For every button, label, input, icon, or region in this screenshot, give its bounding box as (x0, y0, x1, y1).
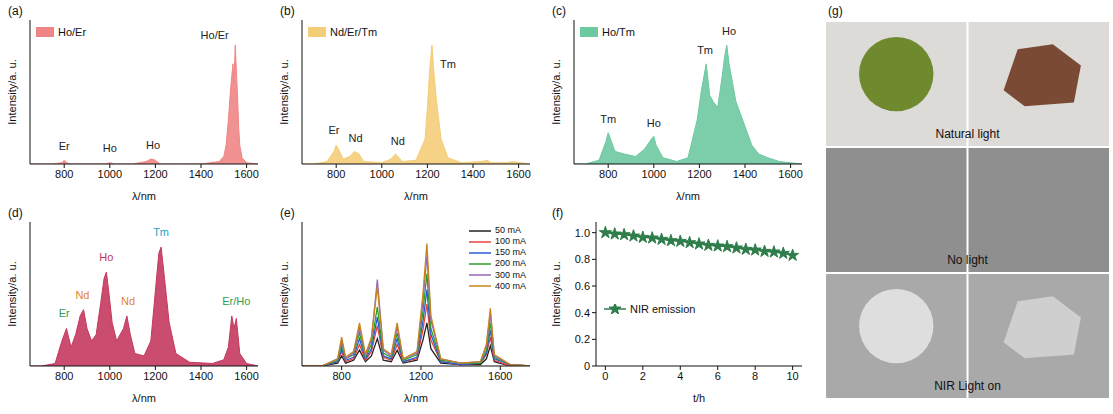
svg-text:1400: 1400 (733, 168, 757, 180)
svg-text:0.2: 0.2 (575, 333, 590, 345)
html-text:100 mA: 100 mA (495, 236, 526, 247)
svg-text:1600: 1600 (488, 370, 512, 382)
svg-text:Intensity/a. u.: Intensity/a. u. (550, 59, 562, 124)
svg-text:1400: 1400 (189, 168, 213, 180)
svg-text:Intensity/a. u.: Intensity/a. u. (550, 261, 562, 326)
svg-text:1000: 1000 (98, 168, 122, 180)
svg-text:1.0: 1.0 (575, 227, 590, 239)
svg-text:Ho: Ho (99, 251, 113, 263)
svg-text:1600: 1600 (506, 168, 530, 180)
svg-text:1000: 1000 (370, 168, 394, 180)
html-text:(g): (g) (828, 4, 843, 18)
html-text:(b): (b) (280, 4, 295, 18)
svg-text:1200: 1200 (415, 168, 439, 180)
svg-text:Nd: Nd (349, 132, 363, 144)
html-text:(a): (a) (8, 4, 23, 18)
svg-text:1400: 1400 (461, 168, 485, 180)
svg-text:1000: 1000 (98, 370, 122, 382)
html-text:No light: No light (947, 253, 988, 267)
svg-text:0.8: 0.8 (575, 253, 590, 265)
svg-text:Ho: Ho (103, 142, 117, 154)
svg-text:0: 0 (584, 360, 590, 372)
svg-text:1600: 1600 (778, 168, 802, 180)
svg-text:t/h: t/h (693, 392, 705, 404)
svg-text:800: 800 (327, 168, 345, 180)
svg-text:1000: 1000 (642, 168, 666, 180)
html-text:200 mA: 200 mA (495, 258, 526, 269)
svg-text:0: 0 (602, 370, 608, 382)
svg-text:1600: 1600 (234, 370, 258, 382)
svg-text:Er: Er (59, 140, 70, 152)
svg-text:1200: 1200 (687, 168, 711, 180)
svg-text:Ho: Ho (722, 25, 736, 37)
svg-text:λ/nm: λ/nm (404, 190, 428, 202)
svg-text:Tm: Tm (697, 44, 713, 56)
svg-text:Ho: Ho (647, 117, 661, 129)
html-text:(c): (c) (552, 4, 566, 18)
html-text:50 mA: 50 mA (495, 225, 521, 236)
svg-text:Ho: Ho (146, 139, 160, 151)
svg-text:4: 4 (677, 370, 683, 382)
svg-text:10: 10 (787, 370, 799, 382)
svg-text:800: 800 (55, 168, 73, 180)
svg-text:λ/nm: λ/nm (132, 392, 156, 404)
html-text:400 mA: 400 mA (495, 280, 526, 291)
svg-text:800: 800 (332, 370, 350, 382)
svg-text:Tm: Tm (600, 113, 616, 125)
svg-text:Nd: Nd (391, 135, 405, 147)
svg-text:Tm: Tm (440, 58, 456, 70)
svg-text:Intensity/a. u.: Intensity/a. u. (6, 59, 18, 124)
html-text:150 mA: 150 mA (495, 247, 526, 258)
svg-text:Intensity/a. u.: Intensity/a. u. (278, 261, 290, 326)
svg-text:800: 800 (55, 370, 73, 382)
svg-text:1200: 1200 (143, 168, 167, 180)
svg-text:1200: 1200 (143, 370, 167, 382)
svg-text:Intensity/a. u.: Intensity/a. u. (278, 59, 290, 124)
html-text:Natural light: Natural light (935, 127, 1000, 141)
html-text:NIR emission: NIR emission (630, 303, 696, 316)
svg-text:Ho/Er: Ho/Er (201, 29, 229, 41)
svg-text:Nd: Nd (121, 295, 135, 307)
svg-text:0.4: 0.4 (575, 307, 590, 319)
html-text:300 mA: 300 mA (495, 269, 526, 280)
html-text:Ho/Tm: Ho/Tm (602, 26, 635, 39)
svg-text:800: 800 (599, 168, 617, 180)
svg-text:Er: Er (328, 124, 339, 136)
html-text:Ho/Er: Ho/Er (58, 26, 87, 39)
html-text:NIR Light on: NIR Light on (934, 379, 1001, 393)
svg-text:Intensity/a. u.: Intensity/a. u. (6, 261, 18, 326)
svg-text:λ/nm: λ/nm (132, 190, 156, 202)
svg-text:6: 6 (715, 370, 721, 382)
svg-text:1200: 1200 (409, 370, 433, 382)
svg-text:λ/nm: λ/nm (676, 190, 700, 202)
svg-text:Tm: Tm (153, 226, 169, 238)
html-text:Nd/Er/Tm: Nd/Er/Tm (330, 26, 378, 39)
html-text:(d): (d) (8, 206, 23, 220)
svg-text:Nd: Nd (75, 289, 89, 301)
svg-text:λ/nm: λ/nm (404, 392, 428, 404)
svg-text:1600: 1600 (234, 168, 258, 180)
html-text:(e): (e) (280, 206, 295, 220)
svg-text:2: 2 (640, 370, 646, 382)
svg-text:8: 8 (752, 370, 758, 382)
html-text:(f): (f) (552, 206, 564, 220)
svg-text:0.6: 0.6 (575, 280, 590, 292)
svg-text:1400: 1400 (189, 370, 213, 382)
svg-text:Er: Er (59, 307, 70, 319)
svg-text:Er/Ho: Er/Ho (222, 295, 250, 307)
